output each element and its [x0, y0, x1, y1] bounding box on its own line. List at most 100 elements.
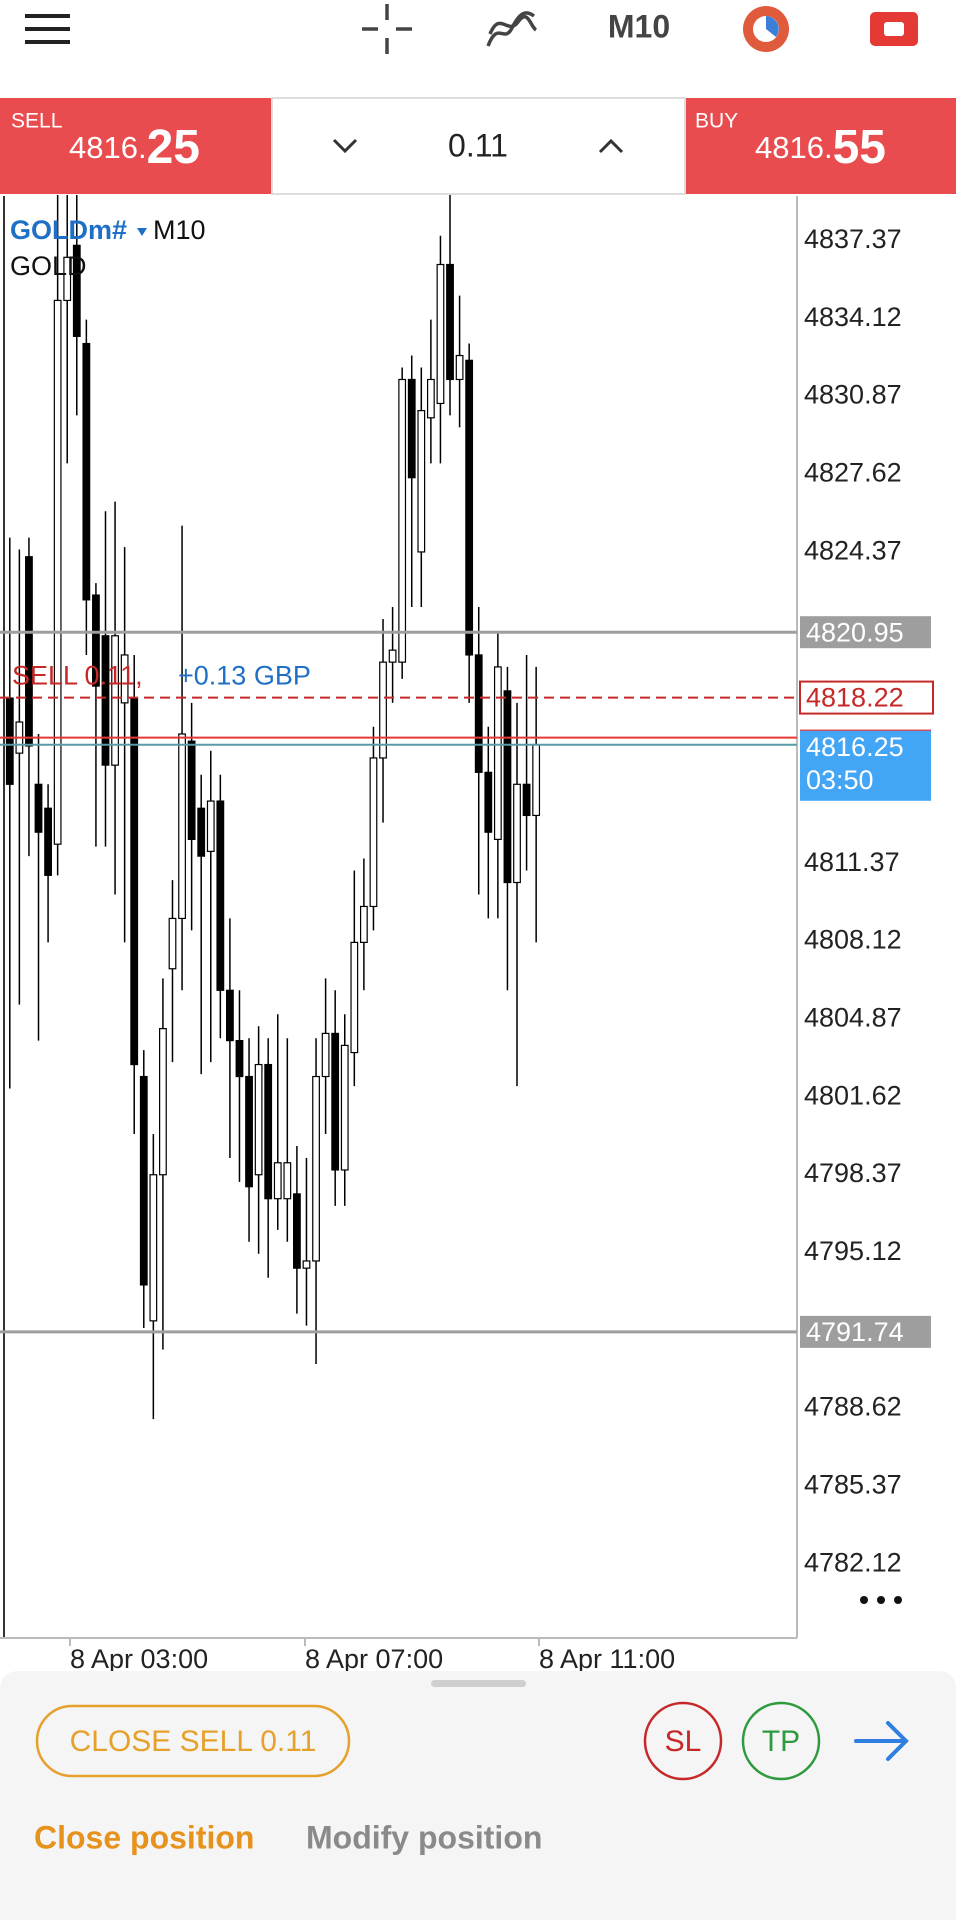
- next-button[interactable]: [854, 1721, 909, 1761]
- candle-body: [283, 1162, 292, 1200]
- candle-body: [522, 783, 531, 817]
- tp-button[interactable]: TP: [741, 1701, 821, 1781]
- candle-body: [484, 771, 493, 833]
- menu-button[interactable]: [25, 14, 70, 44]
- y-tick-label: 4830.87: [804, 380, 902, 410]
- candle-body: [226, 989, 234, 1042]
- candle-body: [197, 807, 206, 857]
- order-label: SELL 0.11,: [12, 661, 143, 691]
- buy-label: BUY: [695, 110, 738, 133]
- y-tick-label: 4788.62: [804, 1392, 902, 1422]
- candle-body: [273, 1162, 282, 1200]
- candle-body: [92, 594, 100, 687]
- bottom-panel: [0, 1671, 956, 1920]
- chart-timeframe: M10: [153, 215, 206, 245]
- symbol[interactable]: GOLDm#: [10, 215, 127, 245]
- symbol-description: GOLD: [10, 251, 87, 281]
- candle-body: [120, 654, 129, 704]
- volume[interactable]: 0.11: [448, 127, 508, 163]
- trade-button[interactable]: [743, 6, 789, 52]
- candle-body: [359, 905, 368, 943]
- close-sell-label: CLOSE SELL 0.11: [70, 1725, 317, 1758]
- timeframe-button[interactable]: M10: [608, 8, 670, 44]
- order-price: 4818.22: [806, 683, 904, 713]
- sell-price-main: 4816.: [69, 130, 147, 165]
- candle-body: [25, 556, 33, 747]
- candle-body: [369, 757, 378, 908]
- x-tick-label: 8 Apr 03:00: [70, 1644, 208, 1674]
- sell-label: SELL: [11, 110, 62, 133]
- sell-price-pips: 25: [147, 121, 200, 174]
- x-tick-label: 8 Apr 11:00: [539, 1644, 675, 1674]
- candle-body: [388, 649, 397, 663]
- price-line-label: 4820.95: [806, 617, 904, 647]
- sell-button[interactable]: SELL 4816.25: [0, 98, 271, 194]
- symbol-dropdown[interactable]: [137, 228, 147, 236]
- account-button[interactable]: [870, 12, 918, 46]
- buy-price-pips: 55: [833, 121, 886, 174]
- y-tick-label: 4824.37: [804, 535, 902, 565]
- panel-handle[interactable]: [431, 1680, 526, 1687]
- candle-body: [216, 800, 225, 991]
- y-tick-label: 4795.12: [804, 1236, 902, 1266]
- order-tag: [799, 680, 934, 715]
- volume-down[interactable]: [332, 138, 358, 154]
- price-line-label: 4791.74: [806, 1317, 904, 1347]
- sell-price: 4816.25: [69, 121, 200, 174]
- candle-body: [340, 1044, 349, 1171]
- candle-body: [465, 359, 474, 656]
- candle-body: [149, 1174, 158, 1322]
- y-tick-label: 4782.12: [804, 1547, 902, 1577]
- y-tick-label: 4808.12: [804, 925, 902, 955]
- buy-button[interactable]: BUY 4816.55: [686, 98, 956, 194]
- y-tick-label: 4804.87: [804, 1002, 902, 1032]
- candle-body: [63, 256, 72, 302]
- candle-body: [474, 654, 483, 773]
- candle-body: [513, 783, 521, 884]
- y-tick-label: 4827.62: [804, 458, 902, 488]
- order-profit: +0.13 GBP: [178, 661, 311, 691]
- candle-body: [331, 1032, 340, 1171]
- candle-body: [446, 263, 454, 381]
- y-tick-label: 4811.37: [804, 847, 900, 877]
- candle-body: [101, 635, 110, 766]
- indicators-button[interactable]: [486, 11, 538, 47]
- price-line-tag: [800, 1315, 931, 1348]
- candle-body: [264, 1063, 273, 1200]
- candle-body: [532, 744, 541, 817]
- candle-body: [206, 800, 215, 852]
- candle-body: [379, 661, 387, 759]
- sl-button[interactable]: SL: [643, 1701, 723, 1781]
- price-line-tag: [800, 616, 931, 649]
- candle-body: [350, 941, 359, 1054]
- buy-price-main: 4816.: [755, 130, 833, 165]
- candle-body: [82, 342, 91, 601]
- more-button[interactable]: [860, 1596, 902, 1604]
- tab-close-position[interactable]: Close position: [34, 1819, 254, 1855]
- candle-body: [72, 244, 81, 337]
- candle-body: [187, 740, 196, 840]
- volume-up[interactable]: [598, 138, 624, 154]
- y-tick-label: 4801.62: [804, 1080, 902, 1110]
- candle-body: [503, 690, 512, 884]
- candle-body: [321, 1032, 330, 1078]
- close-sell-button[interactable]: CLOSE SELL 0.11: [35, 1704, 351, 1778]
- candle-body: [426, 378, 435, 419]
- crosshair-button[interactable]: [362, 4, 412, 54]
- candle-body: [407, 378, 416, 479]
- bar-countdown: 03:50: [806, 765, 874, 795]
- candle-body: [130, 697, 139, 1066]
- candle-body: [168, 917, 177, 970]
- candle-body: [455, 354, 464, 381]
- candle-body: [493, 666, 502, 840]
- tab-modify-position[interactable]: Modify position: [306, 1819, 542, 1855]
- candle-body: [178, 733, 186, 920]
- toolbar: [0, 0, 956, 97]
- chart: 4837.37 4834.12 4830.87 4827.62 4824.37 4811.…: [0, 195, 934, 1674]
- tp-label: TP: [762, 1725, 800, 1758]
- candle-body: [5, 697, 14, 785]
- y-tick-label: 4837.37: [804, 224, 902, 254]
- candle-body: [417, 410, 426, 553]
